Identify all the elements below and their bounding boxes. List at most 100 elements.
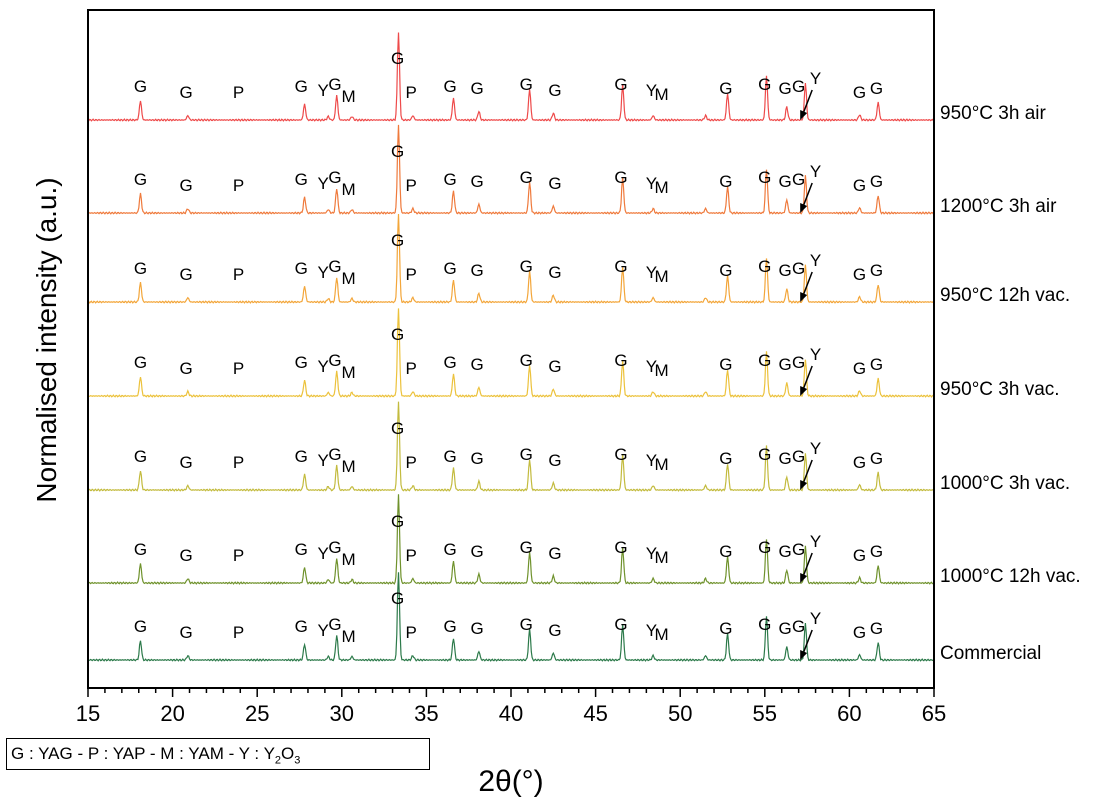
phase-label: G	[719, 355, 732, 374]
phase-label: G	[870, 261, 883, 280]
phase-label: P	[406, 359, 417, 378]
y2o3-arrowhead	[800, 203, 808, 213]
phase-label: G	[328, 351, 341, 370]
x-tick-label: 15	[76, 701, 100, 726]
x-tick-label: 20	[160, 701, 184, 726]
phase-label: G	[328, 538, 341, 557]
phase-label: M	[655, 85, 669, 104]
phase-label: G	[614, 351, 627, 370]
phase-label: Y	[318, 174, 329, 193]
phase-label: G	[719, 449, 732, 468]
phase-label: G	[180, 546, 193, 565]
x-tick-label: 45	[583, 701, 607, 726]
phase-label: M	[655, 267, 669, 286]
phase-label: P	[233, 453, 244, 472]
phase-label: P	[406, 83, 417, 102]
phase-label: P	[233, 83, 244, 102]
phase-label: P	[406, 623, 417, 642]
phase-label: G	[180, 453, 193, 472]
y2o3-arrowhead	[800, 650, 808, 660]
phase-label: P	[233, 359, 244, 378]
phase-label: G	[520, 257, 533, 276]
phase-label: M	[655, 361, 669, 380]
phase-label: G	[520, 168, 533, 187]
series-name-label: 1000°C 12h vac.	[940, 566, 1081, 587]
phase-label: G	[870, 79, 883, 98]
y2o3-arrowhead	[800, 292, 808, 302]
phase-label: G	[792, 353, 805, 372]
phase-label: G	[870, 449, 883, 468]
phase-label: G	[328, 445, 341, 464]
phase-label: G	[792, 259, 805, 278]
phase-label: G	[719, 261, 732, 280]
phase-label: G	[180, 359, 193, 378]
phase-label: G	[391, 325, 404, 344]
phase-label: G	[443, 259, 456, 278]
phase-label: G	[391, 589, 404, 608]
phase-label: Y	[318, 81, 329, 100]
phase-label: G	[758, 168, 771, 187]
phase-label: G	[295, 170, 308, 189]
x-axis-label: 2θ(°)	[478, 765, 544, 798]
phase-label: M	[655, 625, 669, 644]
x-tick-label: 30	[330, 701, 354, 726]
legend-text: G : YAG - P : YAP - M : YAM - Y : Y	[11, 744, 275, 763]
phase-label: G	[870, 355, 883, 374]
phase-label: G	[328, 75, 341, 94]
series-name-label: 950°C 12h vac.	[940, 285, 1070, 306]
x-tick-label: 55	[753, 701, 777, 726]
phase-label: G	[719, 542, 732, 561]
phase-label: G	[443, 540, 456, 559]
series-name-label: 1000°C 3h vac.	[940, 473, 1070, 494]
phase-label: G	[443, 447, 456, 466]
series-line	[87, 213, 935, 304]
phase-label: G	[853, 546, 866, 565]
phase-label: Y	[810, 69, 821, 88]
phase-label: G	[471, 261, 484, 280]
phase-label: G	[471, 79, 484, 98]
phase-label: G	[548, 621, 561, 640]
phase-label: P	[406, 176, 417, 195]
phase-label: Y	[318, 544, 329, 563]
phase-label: G	[520, 445, 533, 464]
phase-label: G	[614, 445, 627, 464]
phase-label: G	[180, 623, 193, 642]
phase-label: G	[853, 265, 866, 284]
phase-label: M	[341, 457, 355, 476]
phase-label: G	[870, 172, 883, 191]
series-name-label: 1200°C 3h air	[940, 196, 1057, 217]
phase-label: G	[443, 617, 456, 636]
phase-label: G	[443, 353, 456, 372]
phase-label: G	[758, 615, 771, 634]
phase-label: G	[548, 263, 561, 282]
phase-label: G	[391, 419, 404, 438]
phase-label: G	[295, 617, 308, 636]
series-line	[87, 124, 935, 215]
x-tick-label: 50	[668, 701, 692, 726]
phase-label: M	[341, 269, 355, 288]
phase-label: Y	[318, 357, 329, 376]
phase-label: G	[134, 77, 147, 96]
phase-label: P	[233, 176, 244, 195]
phase-label: G	[391, 142, 404, 161]
phase-label: Y	[810, 609, 821, 628]
phase-label: G	[391, 512, 404, 531]
phase-label: G	[792, 170, 805, 189]
phase-label: G	[614, 615, 627, 634]
phase-label: G	[614, 168, 627, 187]
phase-label: Y	[318, 621, 329, 640]
phase-label: Y	[646, 174, 657, 193]
phase-label: G	[520, 351, 533, 370]
phase-label: G	[471, 172, 484, 191]
phase-label: M	[341, 363, 355, 382]
phase-label: G	[778, 619, 791, 638]
x-tick-label: 40	[499, 701, 523, 726]
phase-label: G	[853, 453, 866, 472]
legend-sub-2: 2	[274, 754, 282, 767]
phase-label: G	[328, 257, 341, 276]
phase-label: G	[391, 49, 404, 68]
phase-label: Y	[646, 544, 657, 563]
phase-label: G	[295, 447, 308, 466]
phase-label: G	[443, 77, 456, 96]
